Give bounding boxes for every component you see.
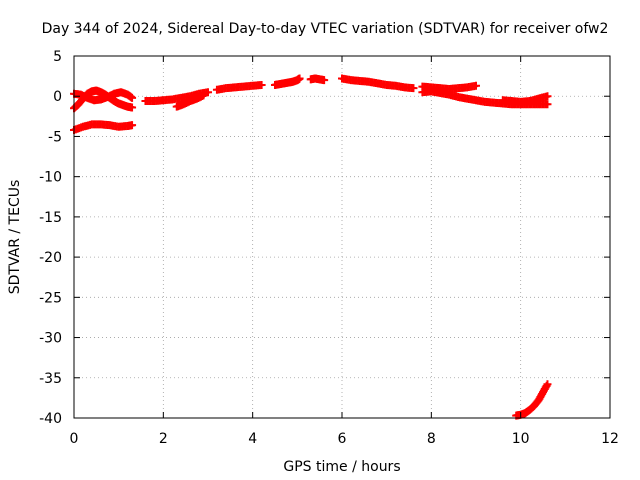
series-track-12: [498, 92, 552, 106]
series-track-7: [271, 74, 304, 89]
grid-layer: [74, 56, 610, 418]
series-layer: [70, 74, 552, 420]
y-tick-label: -20: [39, 250, 62, 266]
data-point: [204, 88, 212, 97]
x-tick-label: 12: [601, 431, 619, 447]
series-track-9: [338, 74, 418, 93]
x-tick-label: 2: [159, 431, 168, 447]
series-track-5: [172, 91, 208, 111]
x-tick-label: 0: [70, 431, 79, 447]
y-tick-label: -10: [39, 170, 62, 186]
x-tick-label: 10: [512, 431, 530, 447]
data-point: [128, 103, 137, 112]
series-track-6: [212, 80, 266, 94]
data-point: [257, 80, 266, 89]
data-point: [320, 76, 329, 85]
y-tick-label: -40: [39, 411, 62, 427]
data-point: [199, 91, 208, 100]
y-tick-label: -15: [39, 210, 62, 226]
y-tick-label: -25: [39, 290, 62, 306]
chart-title: Day 344 of 2024, Sidereal Day-to-day VTE…: [42, 21, 609, 37]
data-point: [295, 74, 304, 83]
y-tick-label: -30: [39, 331, 62, 347]
data-point: [543, 100, 552, 109]
data-point: [472, 81, 480, 90]
x-tick-label: 8: [427, 431, 436, 447]
series-track-2: [70, 88, 137, 105]
y-tick-label: 5: [53, 49, 62, 65]
tick-layer: 0 2 4 6 8 10 12 5 0 -5 -10 -15 -20 -25 -30 -35 -40: [39, 49, 619, 447]
data-point: [409, 84, 418, 93]
data-point: [128, 93, 137, 102]
x-axis-label: GPS time / hours: [283, 459, 400, 475]
y-tick-label: -35: [39, 371, 62, 387]
y-axis-label: SDTVAR / TECUs: [7, 180, 23, 295]
y-tick-label: -5: [48, 129, 62, 145]
y-tick-label: 0: [53, 89, 62, 105]
data-point: [128, 121, 137, 130]
series-track-8: [306, 74, 329, 85]
x-tick-label: 6: [338, 431, 347, 447]
series-track-3: [70, 120, 137, 135]
data-point: [543, 92, 552, 101]
x-tick-label: 4: [248, 431, 257, 447]
series-track-13: [512, 380, 552, 420]
data-point: [543, 380, 552, 389]
